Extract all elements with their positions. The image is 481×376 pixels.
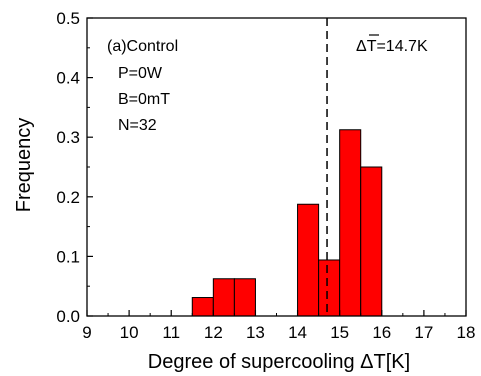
y-tick-label: 0.2 [56,188,80,207]
mean-line-label: ΔT=14.7K [356,38,428,55]
x-axis: 9 10 11 12 13 14 15 16 17 18 [82,310,475,342]
x-tick-label: 15 [330,323,349,342]
bars-group [191,129,383,317]
x-tick-label: 13 [246,323,265,342]
histogram-bar [318,259,341,317]
histogram-bar [191,297,214,317]
x-tick-label: 17 [414,323,433,342]
plot-frame [86,17,467,317]
y-axis: 0.0 0.1 0.2 0.3 0.4 0.5 [56,9,93,326]
annotation-count: N=32 [118,117,157,134]
x-tick-label: 14 [288,323,307,342]
x-tick-label: 9 [82,323,91,342]
y-tick-label: 0.4 [56,69,80,88]
y-tick-label: 0.0 [56,307,80,326]
y-axis-title: Frequency [13,118,35,213]
x-tick-label: 18 [457,323,476,342]
histogram-bar [233,278,256,317]
histogram-bar [297,203,320,317]
y-tick-label: 0.5 [56,9,80,28]
x-axis-title: Degree of supercooling ΔT[K] [148,351,410,373]
y-tick-label: 0.3 [56,128,80,147]
annotation-title: (a)Control [107,38,178,55]
annotation-field: B=0mT [118,91,170,108]
histogram-bar [212,278,235,317]
x-tick-label: 11 [162,323,180,342]
histogram-bar [360,166,383,317]
x-tick-label: 12 [204,323,223,342]
x-tick-label: 16 [372,323,391,342]
x-tick-label: 10 [120,323,139,342]
annotation-power: P=0W [118,65,163,82]
histogram-bar [339,129,362,317]
y-tick-label: 0.1 [56,247,80,266]
